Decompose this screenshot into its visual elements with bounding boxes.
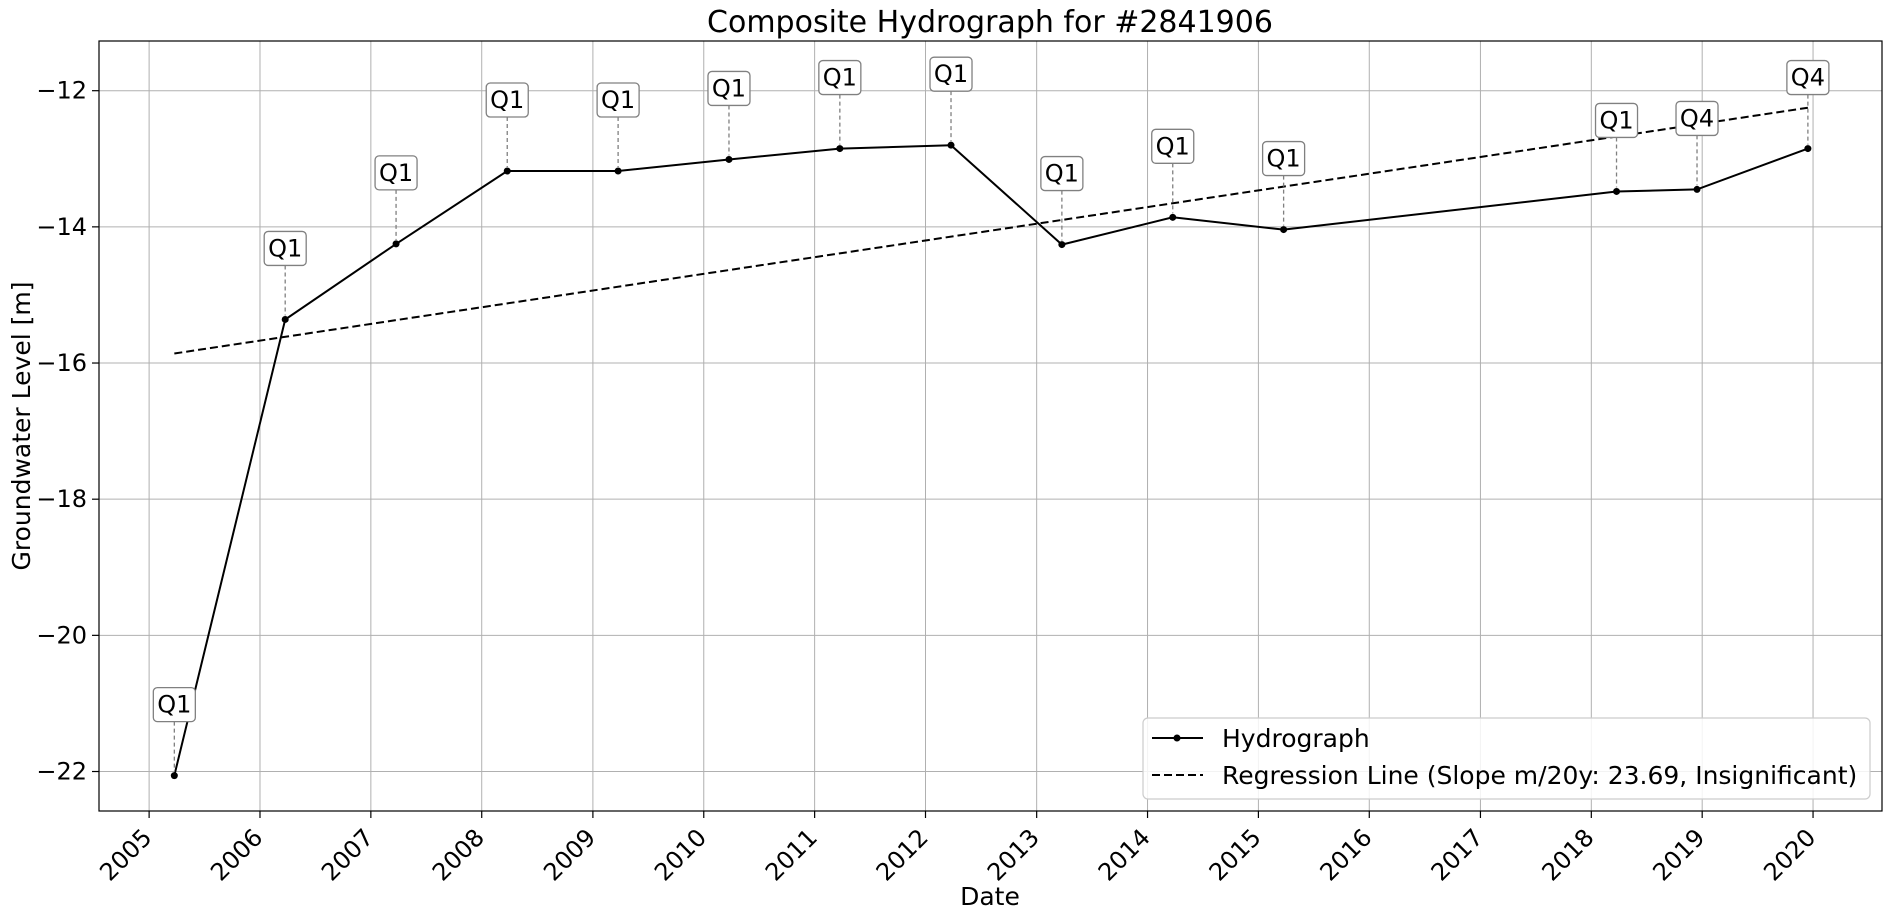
chart-title: Composite Hydrograph for #2841906: [707, 5, 1273, 40]
hydrograph-point: [170, 772, 178, 780]
annotation-box: [1151, 128, 1195, 164]
y-tick-label: −20: [36, 621, 87, 649]
annotation-label: Q1: [1156, 132, 1190, 160]
x-tick-label: 2014: [1093, 823, 1156, 886]
annotation-label: Q1: [601, 86, 635, 114]
x-tick-label: 2016: [1315, 823, 1378, 886]
x-tick-label: 2006: [205, 823, 268, 886]
legend-label-hydrograph: Hydrograph: [1222, 724, 1370, 753]
hydrograph-point: [836, 145, 844, 153]
x-tick-label: 2013: [982, 823, 1045, 886]
x-tick-label: 2007: [316, 823, 379, 886]
annotation-label: Q4: [1791, 64, 1825, 92]
annotation-box: [929, 56, 973, 92]
x-tick-label: 2019: [1647, 823, 1710, 886]
annotation-label: Q1: [823, 64, 857, 92]
hydrograph-point: [503, 167, 511, 175]
annotation-label: Q1: [712, 74, 746, 102]
annotation-box: [485, 82, 529, 118]
x-axis-title: Date: [960, 882, 1020, 911]
legend-hydrograph-marker: [1173, 734, 1181, 742]
hydrograph-point: [1693, 185, 1701, 193]
y-tick-label: −18: [36, 485, 87, 513]
annotation-box: [1675, 100, 1719, 137]
hydrograph-point: [725, 155, 733, 163]
hydrograph-point: [1169, 213, 1177, 221]
annotation-label: Q1: [379, 159, 413, 187]
annotation-label: Q4: [1680, 104, 1714, 132]
hydrograph-point: [1804, 145, 1812, 153]
annotation-box: [707, 70, 751, 107]
annotation-label: Q1: [490, 86, 524, 114]
legend: Hydrograph Regression Line (Slope m/20y:…: [1142, 717, 1871, 800]
hydrograph-point: [392, 240, 400, 248]
x-tick-label: 2008: [427, 823, 490, 886]
x-tick-label: 2005: [94, 823, 157, 886]
plot-frame: [98, 40, 1883, 812]
hydrograph-point: [1613, 187, 1621, 195]
annotation-box: [818, 59, 862, 96]
annotation-box: [1786, 59, 1830, 96]
y-tick-label: −14: [36, 213, 87, 241]
hydrograph-point: [947, 141, 955, 149]
y-tick-label: −12: [36, 77, 87, 105]
regression-line: [174, 106, 1809, 355]
y-tick-label: −22: [36, 758, 87, 786]
annotation-box: [263, 230, 307, 267]
annotation-box: [152, 686, 196, 723]
annotation-label: Q1: [1599, 106, 1633, 134]
x-tick-label: 2009: [538, 823, 601, 886]
hydrograph-point: [281, 315, 289, 323]
annotation-label: Q1: [268, 234, 302, 262]
annotation-box: [1594, 102, 1639, 139]
x-tick-label: 2018: [1537, 823, 1600, 886]
x-tick-label: 2011: [760, 823, 823, 886]
annotation-box: [1040, 155, 1084, 192]
x-tick-label: 2020: [1758, 823, 1821, 886]
point-annotations: Q1 Q1 Q1 Q1 Q1 Q1 Q1 Q1 Q1 Q1 Q1 Q1 Q4 Q4: [152, 56, 1830, 772]
y-tick-label: −16: [36, 349, 87, 377]
y-axis-title: Groundwater Level [m]: [7, 282, 36, 571]
legend-box: [1142, 717, 1871, 800]
hydrograph-point: [1280, 226, 1288, 234]
annotation-label: Q1: [934, 60, 968, 88]
x-tick-label: 2012: [871, 823, 934, 886]
annotation-box: [596, 82, 640, 118]
annotation-box: [374, 155, 418, 191]
x-tick-label: 2010: [649, 823, 712, 886]
annotation-box: [1261, 140, 1306, 177]
annotation-label: Q1: [157, 691, 191, 719]
hydrograph-point: [614, 167, 622, 175]
hydrograph-line: [173, 144, 1809, 776]
series-lines: [170, 106, 1812, 780]
annotation-label: Q1: [1267, 145, 1301, 173]
grid-lines: [99, 41, 1882, 811]
hydrograph-point: [1058, 241, 1066, 249]
legend-label-regression: Regression Line (Slope m/20y: 23.69, Ins…: [1222, 761, 1857, 790]
x-tick-label: 2017: [1426, 823, 1489, 886]
x-tick-label: 2015: [1204, 823, 1267, 886]
annotation-label: Q1: [1045, 160, 1079, 188]
